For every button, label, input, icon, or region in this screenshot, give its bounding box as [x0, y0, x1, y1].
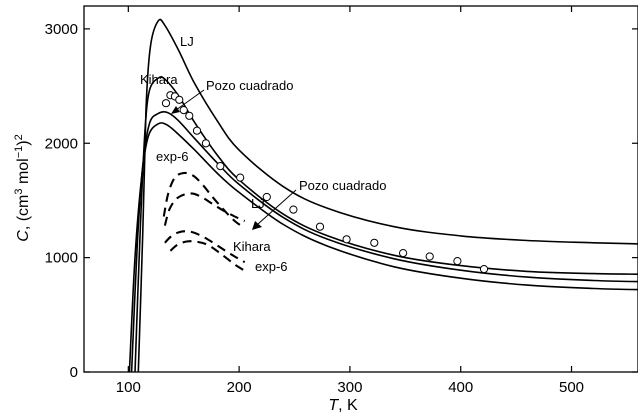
series-lj-solid — [137, 18, 638, 373]
x-axis-ticks: 100 200 300 400 500 — [116, 6, 584, 396]
experimental-point — [179, 106, 188, 115]
y-axis-title-part2: mol — [15, 158, 32, 188]
experimental-point — [399, 249, 408, 258]
experimental-point — [453, 257, 462, 266]
experimental-point — [289, 205, 298, 214]
x-axis-title-var: T — [328, 397, 339, 414]
experimental-point — [479, 265, 489, 274]
plot-frame — [83, 5, 638, 373]
experimental-point — [185, 111, 194, 120]
label-lj-solid: LJ — [180, 34, 194, 49]
x-tick-label: 200 — [227, 379, 252, 396]
x-tick-label: 100 — [116, 379, 141, 396]
y-axis-title-sup1: 3 — [13, 189, 25, 195]
arrow-pozo-solid — [175, 89, 205, 111]
y-tick-label: 3000 — [45, 21, 78, 38]
curves-group — [128, 18, 638, 373]
y-axis-ticks: 0 1000 2000 3000 — [45, 21, 638, 381]
label-kihara-solid: Kihara — [140, 72, 178, 87]
y-axis-title-part1: , (cm — [15, 195, 32, 231]
x-tick-label: 500 — [559, 379, 584, 396]
label-lj-dashed: LJ — [251, 196, 265, 211]
series-exp-6-dashed — [169, 240, 247, 273]
experimental-point — [161, 99, 171, 108]
series-pozo-cuadrado-dashed — [162, 171, 246, 229]
y-tick-label: 0 — [70, 364, 78, 381]
experimental-point — [236, 173, 245, 182]
series-kihara-dashed — [164, 230, 246, 264]
series-lj-dashed — [163, 192, 246, 226]
y-axis-title-sup2: −1 — [13, 146, 25, 159]
label-exp6-solid: exp-6 — [156, 149, 189, 164]
experimental-point — [216, 162, 225, 171]
x-axis-title: T, K — [328, 397, 358, 414]
series-exp-6-solid — [128, 122, 638, 373]
y-axis-title-sup3: 2 — [13, 134, 25, 140]
y-tick-label: 2000 — [45, 135, 78, 152]
y-axis-title: C, (cm3 mol−1)2 — [13, 134, 32, 241]
arrowhead-pozo-solid — [171, 106, 180, 114]
label-pozo-dashed: Pozo cuadrado — [299, 178, 386, 193]
arrowhead-pozo-dashed — [252, 221, 262, 230]
label-pozo-solid: Pozo cuadrado — [206, 78, 293, 93]
experimental-point — [201, 139, 210, 148]
experimental-point — [425, 252, 434, 261]
experimental-point — [262, 192, 271, 202]
y-axis-title-part3: ) — [15, 140, 32, 145]
experimental-points-group — [161, 91, 489, 274]
series-kihara-solid — [134, 76, 638, 373]
x-axis-title-unit: , K — [338, 397, 358, 414]
y-tick-label: 1000 — [45, 250, 78, 267]
label-kihara-dashed: Kihara — [233, 239, 271, 254]
y-axis-title-var: C — [15, 230, 32, 242]
experimental-point — [370, 238, 379, 247]
experimental-point — [342, 235, 351, 244]
arrow-pozo-dashed — [257, 189, 297, 225]
label-exp6-dashed: exp-6 — [255, 259, 288, 274]
x-tick-label: 400 — [448, 379, 473, 396]
experimental-point — [192, 126, 202, 135]
experimental-point — [315, 222, 325, 231]
experimental-point — [175, 95, 184, 104]
x-tick-label: 300 — [337, 379, 362, 396]
